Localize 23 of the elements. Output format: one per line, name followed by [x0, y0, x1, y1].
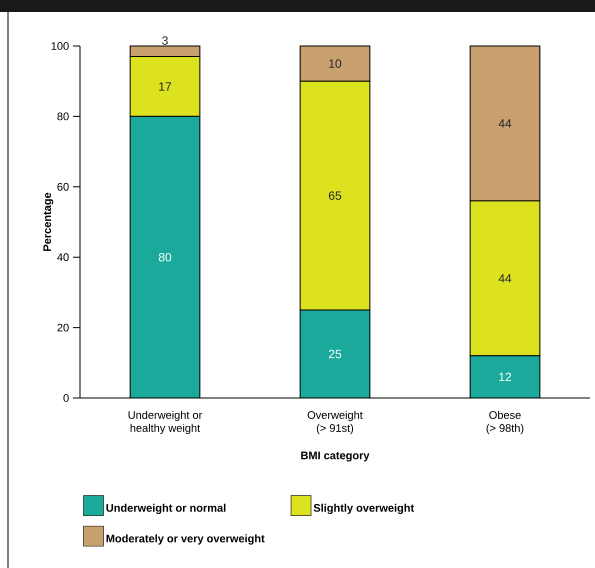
x-tick-label: Underweight or healthy weight: [128, 410, 202, 434]
y-tick-label: 60: [57, 182, 69, 191]
x-axis-title: BMI category: [301, 452, 370, 462]
data-label: 65: [328, 191, 342, 200]
x-tick-label: Obese (> 98th): [486, 410, 524, 434]
data-label: 17: [159, 82, 172, 91]
data-label: 12: [499, 372, 512, 382]
data-label: 44: [498, 274, 512, 282]
data-label: 3: [162, 36, 168, 45]
y-tick-label: 20: [57, 324, 69, 332]
y-tick-label: 0: [63, 394, 69, 402]
y-tick-label: 100: [52, 42, 69, 50]
data-label: 25: [328, 350, 342, 358]
data-label: 10: [329, 59, 342, 68]
legend-label: Slightly overweight: [314, 504, 414, 514]
data-label: 44: [498, 119, 512, 128]
y-axis-title: Percentage: [43, 192, 54, 251]
legend-label: Moderately or very overweight: [106, 534, 265, 545]
y-tick-label: 80: [57, 112, 69, 120]
y-tick-label: 40: [57, 253, 69, 262]
legend-label: Underweight or normal: [106, 504, 226, 514]
x-tick-label: Overweight (> 91st): [308, 410, 363, 434]
data-label: 80: [158, 252, 172, 262]
